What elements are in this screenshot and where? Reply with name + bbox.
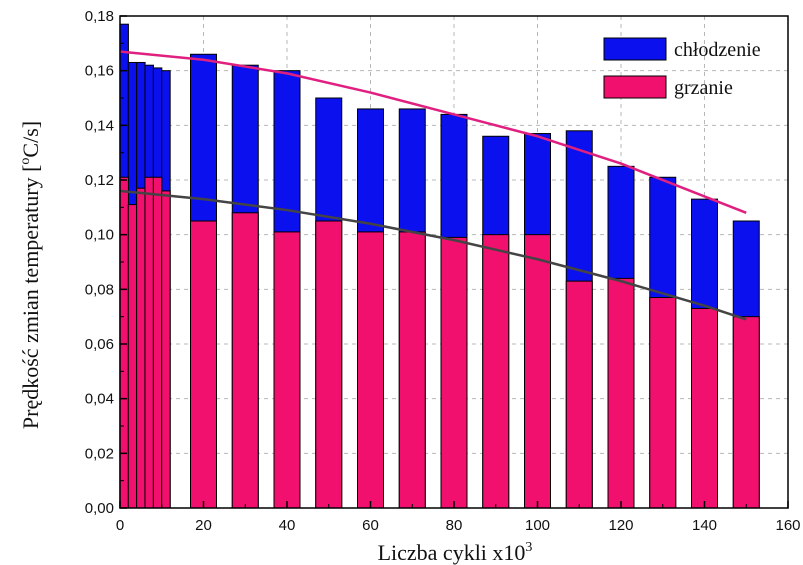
legend-swatch-grzanie	[603, 75, 667, 99]
y-tick-label-8: 0,16	[85, 63, 114, 80]
bar-grzanie-9	[315, 220, 343, 509]
x-tick-label-2: 40	[279, 517, 296, 534]
y-tick-label-4: 0,08	[85, 281, 114, 298]
x-tick-labels: 0 20 40 60 80 100 120 140 160	[116, 517, 801, 534]
legend-label-chlodzenie: chłodzenie	[674, 39, 761, 61]
legend-swatch-chlodzenie	[603, 37, 667, 61]
y-tick-label-0: 0,00	[85, 500, 114, 517]
x-tick-label-5: 100	[525, 517, 550, 534]
x-axis-title: Liczba cykli x103	[378, 540, 533, 565]
bar-grzanie-14	[524, 234, 551, 509]
bar-grzanie-0	[119, 176, 129, 509]
bar-grzanie-1	[127, 204, 138, 509]
axes	[119, 15, 789, 509]
bar-grzanie-5	[161, 190, 171, 509]
y-tick-labels: 0,00 0,02 0,04 0,06 0,08 0,10 0,12 0,14 0,16 0,18	[85, 8, 114, 517]
y-tick-label-9: 0,18	[85, 8, 114, 25]
y-tick-label-7: 0,14	[85, 117, 114, 134]
bar-grzanie-16	[607, 277, 635, 509]
x-tick-label-1: 20	[195, 517, 212, 534]
y-axis-title: Prędkość zmian temperatury [oC/s]	[18, 121, 43, 429]
y-tick-label-1: 0,02	[85, 445, 114, 462]
bar-grzanie-19	[732, 316, 760, 509]
x-tick-label-4: 80	[446, 517, 463, 534]
bar-grzanie-18	[691, 307, 718, 509]
bar-grzanie-8	[273, 231, 301, 509]
y-tick-label-5: 0,10	[85, 227, 114, 244]
bar-grzanie-12	[440, 236, 468, 509]
x-tick-label-0: 0	[116, 517, 124, 534]
legend-label-grzanie: grzanie	[674, 77, 733, 99]
x-tick-label-6: 120	[608, 517, 633, 534]
bar-grzanie-11	[398, 231, 426, 509]
bar-grzanie-2	[136, 187, 146, 509]
x-tick-label-7: 140	[692, 517, 717, 534]
bar-grzanie-7	[231, 212, 259, 509]
bar-grzanie-4	[152, 176, 163, 509]
bar-grzanie-15	[565, 280, 593, 509]
y-tick-label-3: 0,06	[85, 336, 114, 353]
bar-grzanie-3	[144, 176, 154, 509]
bar-grzanie-10	[357, 231, 384, 509]
legend: chłodzenie grzanie	[603, 37, 761, 99]
x-tick-label-3: 60	[362, 517, 379, 534]
y-tick-label-2: 0,04	[85, 391, 114, 408]
trend-lines	[119, 50, 747, 321]
trend-line-0	[119, 50, 747, 214]
trend-line-1	[119, 189, 747, 321]
x-tick-label-8: 160	[775, 517, 800, 534]
bar-grzanie-13	[482, 234, 510, 509]
bar-grzanie-6	[190, 220, 217, 509]
y-tick-label-6: 0,12	[85, 172, 114, 189]
bar-grzanie-17	[649, 297, 677, 509]
